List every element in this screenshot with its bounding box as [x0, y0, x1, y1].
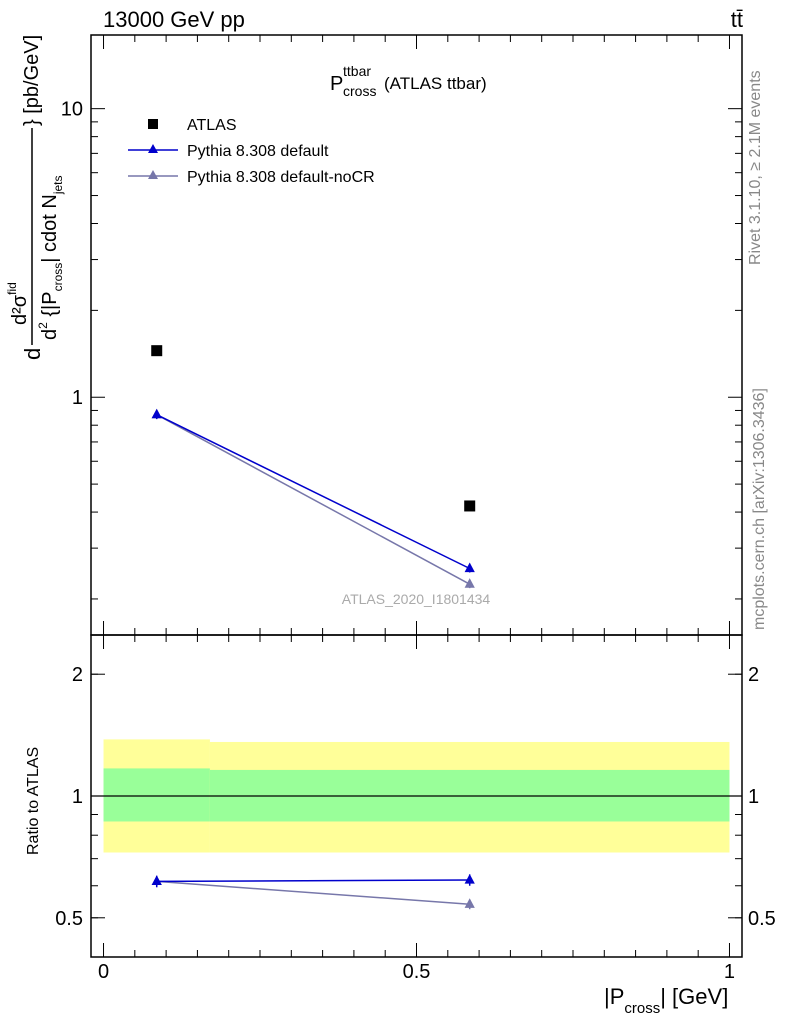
svg-text:} [pb/GeV]: } [pb/GeV]: [21, 35, 43, 126]
legend-marker-default: [148, 144, 158, 153]
title-suffix: (ATLAS ttbar): [384, 74, 487, 93]
ratio-ytick-label-2-right: 2: [748, 664, 759, 686]
xtick-labels: 0 0.5 1: [98, 961, 735, 983]
band-inner-0: [103, 768, 210, 822]
svg-text:d²σfid: d²σfid: [5, 282, 31, 325]
title-main: P: [330, 73, 343, 95]
process-label: tt̄: [731, 7, 743, 32]
legend-label-nocr: Pythia 8.308 default-noCR: [187, 169, 375, 186]
main-ytick-label-10: 10: [61, 99, 83, 121]
main-ytick-labels: 1 10: [61, 99, 83, 410]
energy-label: 13000 GeV pp: [103, 7, 245, 32]
ratio-nocr-point: [464, 898, 475, 908]
title-sup: ttbar: [343, 63, 371, 79]
ratio-ylabel: Ratio to ATLAS: [25, 747, 42, 855]
main-nocr-point: [464, 578, 475, 588]
legend-marker-atlas: [148, 119, 158, 129]
mcplots-label: mcplots.cern.ch [arXiv:1306.3436]: [751, 388, 768, 630]
main-default-line: [156, 414, 471, 570]
title-sub: cross: [343, 83, 376, 99]
ratio-ytick-label-2: 2: [72, 664, 83, 686]
xtick-label-0: 0: [98, 961, 109, 983]
main-default-point: [464, 562, 475, 573]
legend-label-default: Pythia 8.308 default: [187, 143, 329, 160]
main-nocr-line: [156, 414, 471, 585]
ratio-default-point: [151, 875, 162, 886]
axis-ticks: [91, 35, 742, 958]
svg-text:d2 {|Pcross| cdot Njets: d2 {|Pcross| cdot Njets: [36, 175, 65, 340]
legend: ATLAS Pythia 8.308 default Pythia 8.308 …: [128, 117, 375, 186]
svg-text:d: d: [20, 348, 45, 360]
ratio-ytick-labels: 0.5 1 2 0.5 1 2: [55, 664, 776, 930]
xtick-label-0.5: 0.5: [403, 961, 431, 983]
main-ylabel: d d²σfid d2 {|Pcross| cdot Njets } [pb/G…: [5, 35, 65, 360]
main-default-point: [151, 408, 162, 419]
ratio-ytick-label-0.5: 0.5: [55, 908, 83, 930]
ratio-ytick-label-1: 1: [72, 786, 83, 808]
analysis-watermark: ATLAS_2020_I1801434: [342, 591, 491, 607]
data-marks: [151, 345, 476, 910]
ratio-ytick-label-1-right: 1: [748, 786, 759, 808]
svg-text:|Pcross| [GeV]: |Pcross| [GeV]: [604, 984, 728, 1017]
legend-marker-nocr: [148, 170, 158, 179]
rivet-label: Rivet 3.1.10, ≥ 2.1M events: [747, 70, 764, 265]
ratio-ytick-label-0.5-right: 0.5: [748, 908, 776, 930]
atlas-data-point: [464, 500, 476, 512]
main-ytick-label-1: 1: [72, 387, 83, 409]
plot-title: P ttbar cross (ATLAS ttbar): [330, 63, 487, 99]
ratio-default-line: [156, 879, 470, 883]
xtick-label-1: 1: [724, 961, 735, 983]
ratio-nocr-line: [156, 880, 470, 906]
legend-label-atlas: ATLAS: [187, 117, 237, 134]
x-axis-label: |Pcross| [GeV]: [604, 984, 728, 1017]
atlas-data-point: [151, 345, 163, 357]
ratio-default-point: [464, 873, 475, 884]
